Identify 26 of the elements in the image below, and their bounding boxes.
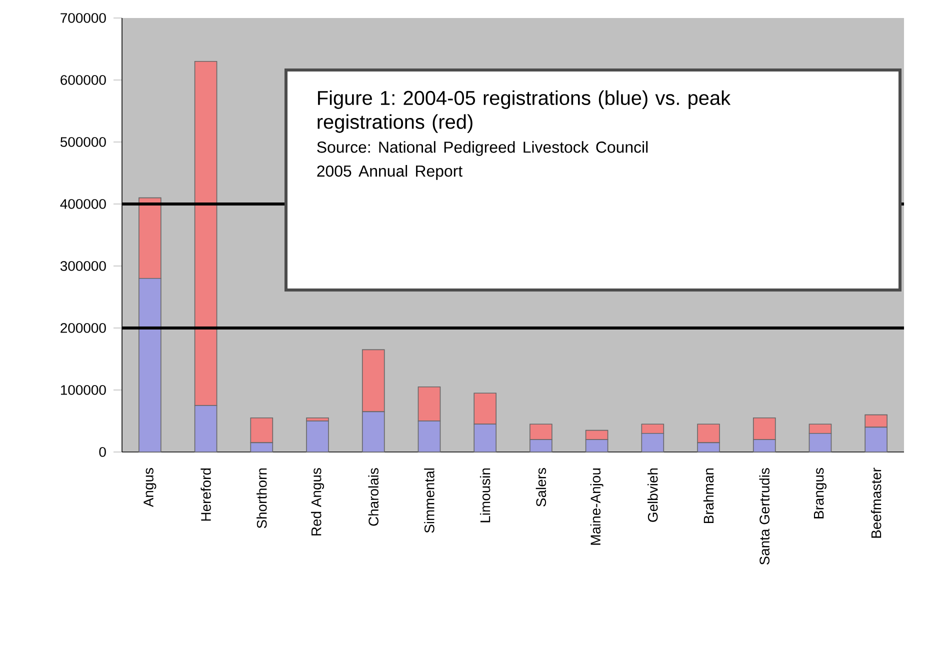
x-tick-label: Santa Gertrudis <box>759 468 770 565</box>
bar <box>306 420 329 452</box>
x-tick-label: Brangus <box>814 468 826 518</box>
annotation: 2005 Annual Report <box>317 165 462 180</box>
y-tick-label: 300000 <box>60 261 106 271</box>
x-tick-label: Maine-Anjou <box>590 468 604 545</box>
x-tick-label: Salers <box>536 468 546 506</box>
x-tick-label: Hereford <box>200 468 211 521</box>
x-tick-label: Shorthorn <box>256 468 267 528</box>
y-tick-label: 400000 <box>60 199 106 209</box>
annotation: Source: National Pedigreed Livestock Council <box>317 141 648 156</box>
x-tick-label: Brahman <box>703 468 714 523</box>
x-tick-label: Charolais <box>368 468 378 526</box>
y-tick-label: 500000 <box>60 137 106 147</box>
y-tick-label: 600000 <box>60 75 106 85</box>
x-tick-label: Beefmaster <box>870 468 882 538</box>
text: Figure 1: 2004-05 registrations (blue) vs. peak registrations (red) <box>318 90 731 133</box>
x-tick-label: Red Angus <box>311 468 324 536</box>
y-tick-label: 0 <box>99 447 106 457</box>
x-tick-label: Limousin <box>480 468 490 522</box>
x-tick-label: Simmental <box>424 468 434 533</box>
y-tick-label: 700000 <box>60 13 106 23</box>
y-tick-label: 200000 <box>60 323 106 333</box>
y-tick-label: 100000 <box>60 385 106 395</box>
x-tick-label: Angus <box>144 468 156 508</box>
x-tick-label: Gelbvieh <box>648 468 658 522</box>
